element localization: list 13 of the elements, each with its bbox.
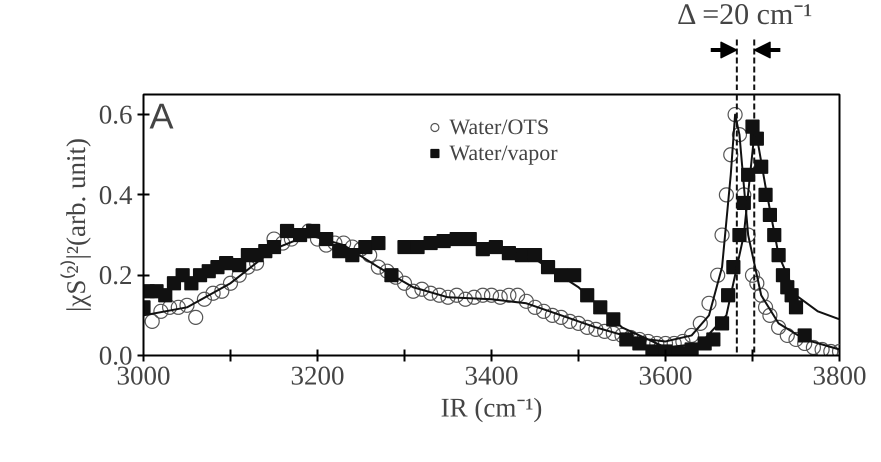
- x-tick-label: 3600: [638, 360, 692, 390]
- x-tick-label: 3200: [290, 360, 344, 390]
- annotation: A: [150, 96, 174, 136]
- legend-label: Water/OTS: [449, 114, 550, 140]
- y-tick-label: 0.6: [98, 100, 132, 130]
- x-tick-label: 3800: [812, 360, 866, 390]
- text: Δ =20 cm⁻¹: [677, 0, 812, 32]
- x-tick-label: 3400: [464, 360, 518, 390]
- y-tick-label: 0.2: [98, 260, 132, 290]
- y-tick-label: 0.4: [98, 180, 133, 210]
- y-axis-title: |χS⁽²⁾|²(arb. unit): [60, 138, 91, 312]
- legend-label: Water/vapor: [449, 140, 558, 166]
- x-axis-title: IR (cm⁻¹): [440, 392, 542, 422]
